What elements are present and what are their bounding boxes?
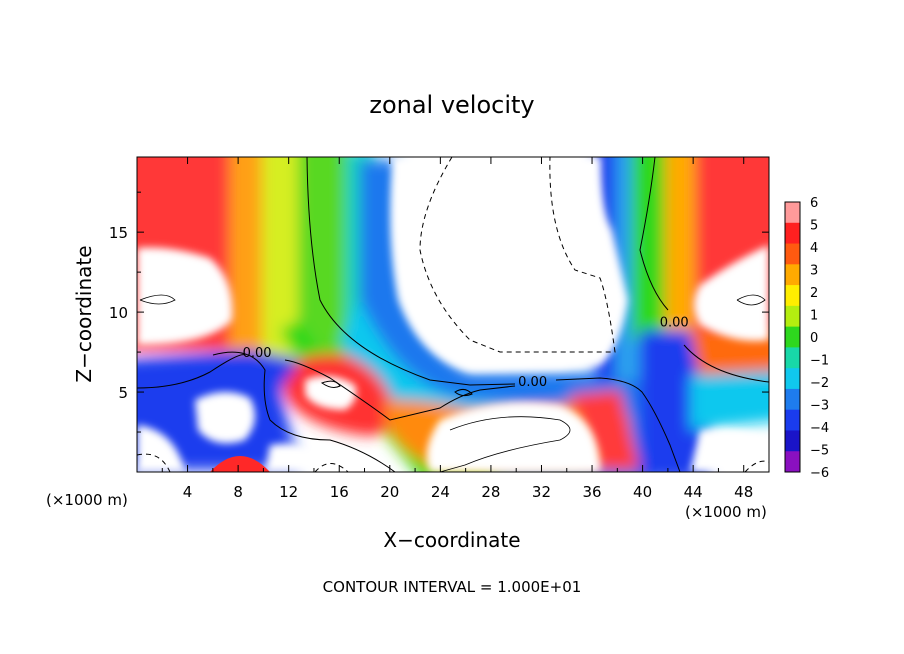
colorbar-label: 1 [810,309,818,324]
velocity-field [137,157,769,472]
x-axis-unit-right: (×1000 m) [685,503,767,521]
zero-contour-left-lower [212,351,396,472]
colorbar-label: 5 [810,219,818,234]
y-tick-label: 10 [109,304,128,322]
colorbar-label: −3 [810,399,829,414]
colorbar-swatch [785,285,800,307]
colorbar-swatch [785,368,800,390]
field-region-blue-band [360,160,649,472]
field-region-red-mid [570,390,640,470]
x-axis-unit-left: (×1000 m) [46,491,128,509]
plot-frame [136,156,770,473]
contour-label: 0.00 [518,375,547,390]
blank-region-left-upper [137,247,233,345]
x-tick-label: 16 [330,483,349,501]
x-tick-label: 4 [183,483,193,501]
colorbar-label: −1 [810,354,829,369]
colorbar-swatch [785,326,800,348]
colorbar-swatch [785,388,800,411]
x-tick-label: 28 [481,483,500,501]
dashed-contour-right-lower [744,460,769,472]
x-tick-label: 20 [380,483,399,501]
zero-contour-right [639,157,769,383]
x-tick-label: 32 [532,483,551,501]
colorbar-label: −6 [810,466,829,481]
colorbar-frame [784,201,801,473]
x-tick-label: 36 [582,483,601,501]
colorbar: 6 5 4 3 2 1 0 −1 −2 −3 −4 −5 −6 [784,196,829,481]
colorbar-swatch [785,451,800,473]
x-tick-label: 48 [734,483,753,501]
blank-region-left-corner [137,425,185,472]
blank-region-right-upper [694,245,769,341]
x-tick-label: 12 [279,483,298,501]
dashed-contour-left-lower [137,453,171,472]
y-axis: 5 10 15 [109,191,769,433]
x-tick-label: 24 [431,483,450,501]
field-region-cyan-right-lower [690,371,769,430]
blank-region-center [390,157,628,372]
contour-interval-note: CONTOUR INTERVAL = 1.000E+01 [323,578,582,596]
colorbar-label: 3 [810,264,818,279]
colorbar-label: 0 [810,331,818,346]
thin-contour-bottom [439,416,571,472]
field-region-green-lower [280,320,495,472]
y-tick-label: 5 [118,384,128,402]
colorbar-swatch [785,243,800,265]
colorbar-swatch [785,409,800,431]
dashed-contour-center [419,157,616,353]
zero-contour-small-loop [454,388,473,397]
colorbar-label: −5 [810,444,829,459]
contour-labels: 0.00 0.00 0.00 [243,316,689,390]
contour-label: 0.00 [660,316,689,331]
chart-title: zonal velocity [369,91,534,119]
x-tick-label: 8 [233,483,243,501]
colorbar-swatch [785,430,800,452]
thin-contour-left [139,294,176,305]
colorbar-label: 6 [810,196,818,211]
zero-contour-left-column [306,157,516,386]
colorbar-label: 2 [810,286,818,301]
contour-label: 0.00 [243,346,272,361]
colorbar-label: 4 [810,241,818,256]
colorbar-swatch [785,222,800,245]
field-region-orange-right-lower [690,330,769,380]
dashed-contour-mid-lower [314,463,349,472]
colorbar-swatch [785,347,800,369]
x-axis-label: X−coordinate [383,528,520,552]
blank-region-left-lower [195,391,255,444]
colorbar-label: −2 [810,376,829,391]
contour-lines [137,157,769,472]
field-region-yellow-right [665,157,700,340]
thin-contour-right [736,294,766,306]
blank-region-right-lower [690,428,769,472]
blank-region-small-center [305,376,357,410]
y-axis-label: Z−coordinate [72,245,96,382]
field-low-arc [210,456,270,472]
colorbar-swatch [785,264,800,286]
colorbar-label: −4 [810,421,829,436]
colorbar-swatch [785,202,800,224]
y-tick-label: 15 [109,224,128,242]
colorbar-swatch [785,305,800,328]
blank-region-mid-lower [265,443,340,472]
x-tick-label: 44 [684,483,703,501]
zero-contour-small-ring [320,380,341,388]
x-axis: 4 8 12 16 20 24 28 32 36 40 44 48 [161,157,753,501]
x-tick-label: 40 [633,483,652,501]
